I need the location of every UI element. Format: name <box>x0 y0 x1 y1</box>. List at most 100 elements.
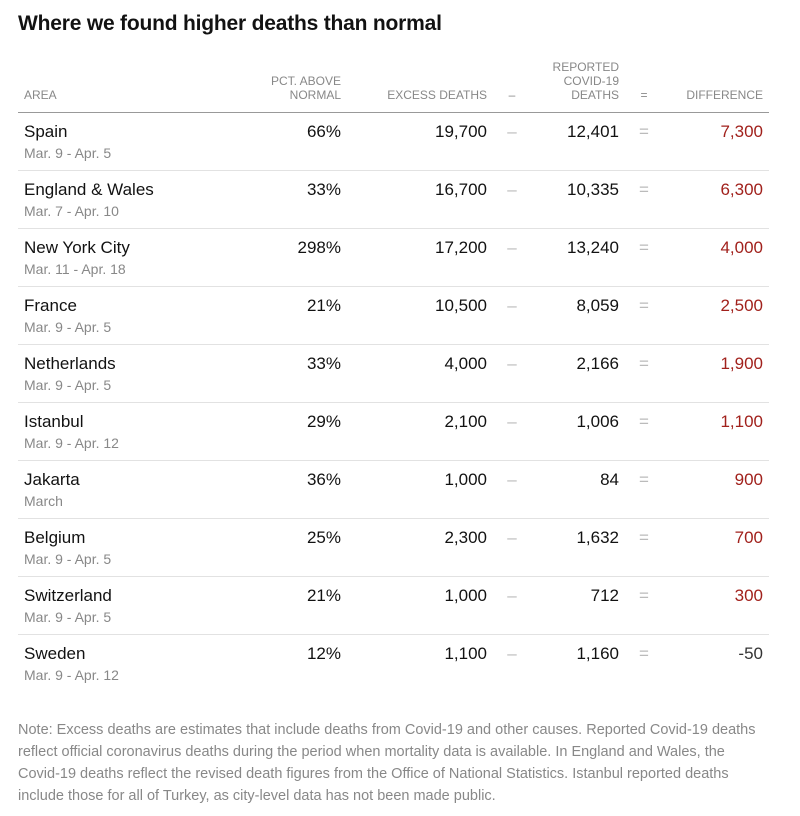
cell-area: New York City Mar. 11 - Apr. 18 <box>18 228 230 287</box>
table-row: France Mar. 9 - Apr. 5 21% 10,500–8,059 = 2,5… <box>18 286 769 345</box>
table-row: Sweden Mar. 9 - Apr. 12 12% 1,100 – 1,160 = -50 <box>18 635 769 693</box>
area-date-range: Mar. 9 - Apr. 12 <box>24 667 119 683</box>
cell-pct-above-normal: 298% <box>230 228 347 287</box>
cell-reported-deaths: 10,335 <box>531 170 625 229</box>
area-name: Switzerland <box>24 586 112 605</box>
cell-area: Netherlands Mar. 9 - Apr. 5 <box>18 344 230 403</box>
cell-excess-deaths: 17,200 <box>347 228 493 287</box>
cell-equals-operator: = <box>639 644 649 663</box>
header-area: AREA <box>18 60 230 113</box>
cell-difference: 700 <box>663 518 769 577</box>
table-body: Spain Mar. 9 - Apr. 5 66% 19,700–12,401 = 7,3… <box>18 112 769 693</box>
table-row: New York City Mar. 11 - Apr. 18 298% 17,200… <box>18 228 769 287</box>
header-minus: – <box>493 60 531 113</box>
cell-minus-operator: – <box>493 460 531 519</box>
cell-minus-operator: – <box>493 518 531 577</box>
cell-reported-deaths: 2,166 <box>531 344 625 403</box>
cell-pct-above-normal: 36% <box>230 460 347 519</box>
area-name: Sweden <box>24 644 86 663</box>
cell-equals-operator: = <box>625 286 663 345</box>
cell-equals-operator: = <box>625 228 663 287</box>
cell-area: France Mar. 9 - Apr. 5 <box>18 286 230 345</box>
area-date-range: Mar. 9 - Apr. 5 <box>24 551 112 567</box>
cell-difference: 300 <box>663 576 769 635</box>
cell-reported-deaths: 712 <box>531 576 625 635</box>
cell-minus-operator: – <box>493 170 531 229</box>
cell-difference: 6,300 <box>663 170 769 229</box>
cell-area: Sweden Mar. 9 - Apr. 12 <box>18 635 230 693</box>
cell-equals-operator: = <box>625 518 663 577</box>
cell-difference: 900 <box>663 460 769 519</box>
table-row: Spain Mar. 9 - Apr. 5 66% 19,700–12,401 = 7,3… <box>18 112 769 171</box>
table-row: Switzerland Mar. 9 - Apr. 5 21% 1,000–712 = 3… <box>18 576 769 635</box>
cell-area: Spain Mar. 9 - Apr. 5 <box>18 112 230 171</box>
cell-equals-operator: = <box>625 112 663 171</box>
area-date-range: Mar. 9 - Apr. 5 <box>24 609 112 625</box>
cell-excess-deaths: 1,000 <box>347 576 493 635</box>
area-date-range: Mar. 9 - Apr. 12 <box>24 435 119 451</box>
table-header-row: AREA PCT. ABOVE NORMAL EXCESS DEATHS – R… <box>18 60 769 113</box>
header-excess-deaths: EXCESS DEATHS <box>347 60 493 113</box>
header-equals: = <box>625 60 663 113</box>
cell-excess-deaths: 19,700 <box>347 112 493 171</box>
area-name: New York City <box>24 238 130 257</box>
cell-excess-deaths: 1,100 <box>444 644 487 663</box>
area-name: Spain <box>24 122 68 141</box>
header-pct-above-normal: PCT. ABOVE NORMAL <box>230 60 347 113</box>
cell-area: Jakarta March <box>18 460 230 519</box>
cell-excess-deaths: 4,000 <box>347 344 493 403</box>
cell-area: England & Wales Mar. 7 - Apr. 10 <box>18 170 230 229</box>
area-date-range: Mar. 7 - Apr. 10 <box>24 203 119 219</box>
cell-minus-operator: – <box>493 112 531 171</box>
area-name: England & Wales <box>24 180 154 199</box>
cell-minus-operator: – <box>493 344 531 403</box>
cell-difference: -50 <box>738 644 763 663</box>
area-name: Netherlands <box>24 354 116 373</box>
cell-pct-above-normal: 66% <box>230 112 347 171</box>
excess-deaths-table: AREA PCT. ABOVE NORMAL EXCESS DEATHS – R… <box>18 60 769 693</box>
cell-difference: 2,500 <box>663 286 769 345</box>
cell-difference: 1,900 <box>663 344 769 403</box>
cell-pct-above-normal: 12% <box>306 644 341 663</box>
area-date-range: March <box>24 493 63 509</box>
cell-pct-above-normal: 21% <box>230 576 347 635</box>
cell-pct-above-normal: 25% <box>230 518 347 577</box>
cell-difference: 7,300 <box>663 112 769 171</box>
cell-minus-operator: – <box>493 286 531 345</box>
cell-reported-deaths: 84 <box>531 460 625 519</box>
cell-excess-deaths: 1,000 <box>347 460 493 519</box>
chart-title: Where we found higher deaths than normal <box>18 12 442 35</box>
table-row: Belgium Mar. 9 - Apr. 5 25% 2,300–1,632 = 700 <box>18 518 769 577</box>
cell-equals-operator: = <box>625 460 663 519</box>
cell-area: Switzerland Mar. 9 - Apr. 5 <box>18 576 230 635</box>
cell-pct-above-normal: 29% <box>230 402 347 461</box>
cell-equals-operator: = <box>625 344 663 403</box>
cell-difference: 4,000 <box>663 228 769 287</box>
cell-difference: 1,100 <box>663 402 769 461</box>
cell-pct-above-normal: 33% <box>230 344 347 403</box>
footnote: Note: Excess deaths are estimates that i… <box>18 722 756 804</box>
cell-area: Belgium Mar. 9 - Apr. 5 <box>18 518 230 577</box>
table-row: Jakarta March 36% 1,000–84 = 900 <box>18 460 769 519</box>
cell-excess-deaths: 10,500 <box>347 286 493 345</box>
cell-equals-operator: = <box>625 170 663 229</box>
cell-area: Istanbul Mar. 9 - Apr. 12 <box>18 402 230 461</box>
cell-excess-deaths: 2,300 <box>347 518 493 577</box>
area-name: France <box>24 296 77 315</box>
cell-excess-deaths: 16,700 <box>347 170 493 229</box>
area-name: Istanbul <box>24 412 84 431</box>
table-row: Istanbul Mar. 9 - Apr. 12 29% 2,100–1,006 = 1… <box>18 402 769 461</box>
cell-pct-above-normal: 21% <box>230 286 347 345</box>
header-reported-deaths: REPORTED COVID-19 DEATHS <box>531 60 625 113</box>
area-date-range: Mar. 9 - Apr. 5 <box>24 319 112 335</box>
cell-reported-deaths: 1,006 <box>531 402 625 461</box>
cell-reported-deaths: 1,160 <box>576 644 619 663</box>
header-difference: DIFFERENCE <box>663 60 769 113</box>
area-name: Jakarta <box>24 470 80 489</box>
table-row: England & Wales Mar. 7 - Apr. 10 33% 16,700… <box>18 170 769 229</box>
cell-equals-operator: = <box>625 402 663 461</box>
area-date-range: Mar. 11 - Apr. 18 <box>24 261 126 277</box>
cell-reported-deaths: 13,240 <box>531 228 625 287</box>
cell-reported-deaths: 1,632 <box>531 518 625 577</box>
